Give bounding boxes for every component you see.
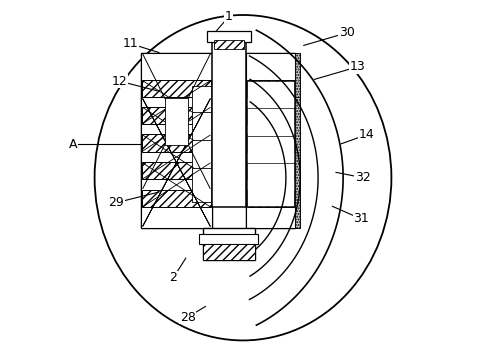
Text: 12: 12	[112, 75, 127, 88]
Bar	[142, 190, 211, 208]
Bar	[247, 134, 294, 151]
Bar	[141, 52, 212, 190]
Text: 14: 14	[359, 128, 374, 141]
Bar	[295, 97, 300, 228]
Bar	[214, 40, 244, 49]
Bar	[247, 107, 294, 124]
Bar	[247, 190, 294, 208]
Text: 2: 2	[169, 271, 177, 284]
Bar	[203, 244, 255, 260]
Bar	[247, 108, 294, 150]
Text: 32: 32	[355, 171, 371, 184]
Bar	[247, 81, 294, 123]
Bar	[295, 52, 300, 228]
Text: 29: 29	[108, 196, 124, 209]
Text: 13: 13	[349, 60, 365, 73]
Bar	[142, 134, 211, 151]
Bar	[246, 97, 295, 228]
Bar	[246, 52, 295, 228]
Bar	[207, 31, 251, 42]
Bar	[142, 107, 211, 124]
Text: A: A	[69, 138, 77, 151]
Bar	[212, 40, 246, 208]
Bar	[247, 162, 294, 180]
Bar	[295, 52, 300, 190]
Bar	[191, 140, 211, 174]
Text: 28: 28	[180, 311, 195, 324]
Bar	[247, 163, 294, 206]
Ellipse shape	[95, 15, 391, 340]
Text: 11: 11	[122, 37, 138, 50]
Text: 30: 30	[339, 26, 355, 39]
Bar	[246, 52, 295, 190]
Bar	[141, 52, 212, 228]
Bar	[191, 168, 211, 202]
Text: 31: 31	[353, 212, 369, 225]
Bar	[142, 80, 211, 97]
Bar	[247, 135, 294, 178]
Bar	[191, 85, 211, 118]
Bar	[165, 98, 188, 145]
Bar	[247, 80, 294, 97]
Bar	[191, 112, 211, 146]
Bar	[142, 162, 211, 180]
Bar	[199, 234, 259, 244]
Bar	[141, 97, 212, 228]
Text: 1: 1	[225, 10, 233, 23]
Bar	[203, 228, 255, 260]
